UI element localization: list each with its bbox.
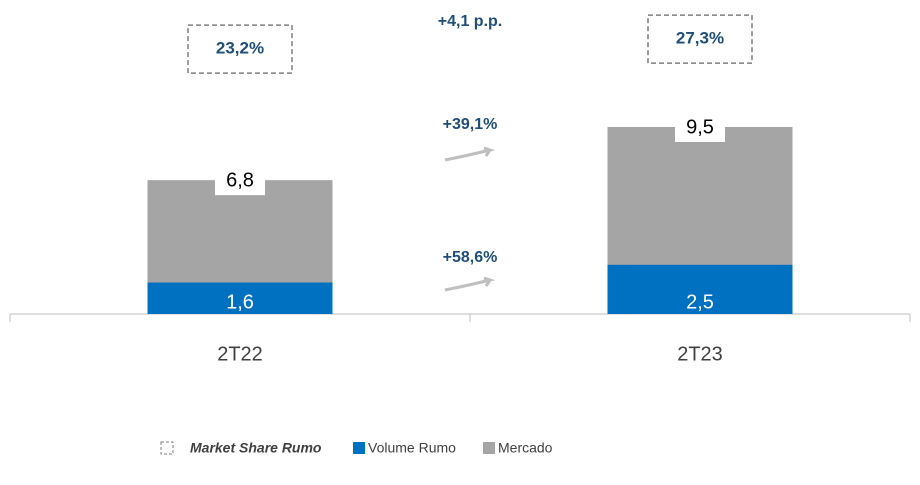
x-tick-label: 2T23: [677, 343, 723, 365]
annotation: +39,1%: [443, 116, 498, 133]
share-box: [187, 24, 293, 74]
bar: [607, 264, 793, 314]
data-label: 2,5: [686, 291, 714, 313]
share-label: 23,2%: [216, 39, 264, 58]
data-label: 6,8: [226, 169, 254, 191]
data-label: 1,6: [226, 291, 254, 313]
label-background: [675, 112, 725, 142]
legend-label: Volume Rumo: [368, 440, 456, 456]
share-label: 27,3%: [676, 29, 724, 48]
share-box: [647, 14, 753, 64]
label-background: [215, 165, 265, 196]
legend-swatch: [353, 442, 365, 454]
legend-label: Mercado: [498, 440, 553, 456]
data-label: 9,5: [686, 116, 714, 138]
bar: [147, 282, 333, 314]
arrow-icon: [444, 276, 496, 292]
legend-label: Market Share Rumo: [190, 440, 322, 456]
x-tick-label: 2T22: [217, 343, 263, 365]
annotation: +4,1 p.p.: [438, 13, 502, 30]
legend-swatch: [483, 442, 495, 454]
annotation: +58,6%: [443, 249, 498, 266]
legend: Market Share Rumo Volume Rumo Mercado: [160, 440, 553, 456]
legend-swatch: [160, 441, 174, 455]
arrow-icon: [444, 146, 496, 162]
